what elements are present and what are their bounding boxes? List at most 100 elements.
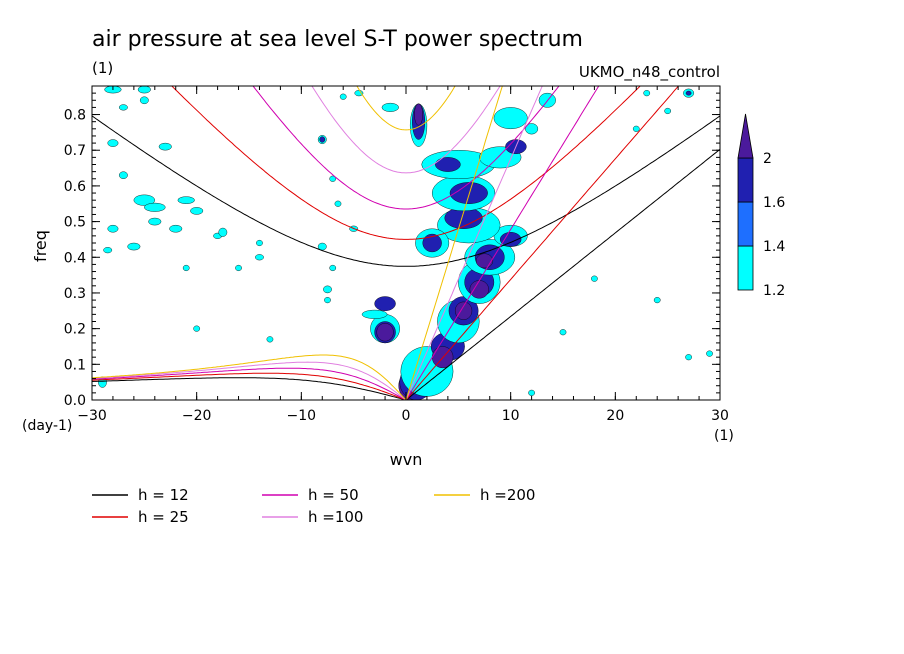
power-region bbox=[177, 196, 195, 204]
colorbar-label: 2 bbox=[763, 151, 772, 167]
power-region bbox=[361, 309, 388, 319]
x-tick-label: −30 bbox=[77, 408, 107, 424]
power-region bbox=[319, 136, 326, 143]
colorbar: 1.2 1.4 1.6 2 bbox=[737, 113, 785, 299]
power-region bbox=[435, 157, 461, 172]
y-tick-label: 0.8 bbox=[64, 108, 86, 124]
legend: h = 12 h = 25 h = 50 h =100 h =200 bbox=[92, 486, 535, 526]
power-region bbox=[133, 194, 156, 206]
y-axis-label: freq bbox=[31, 230, 50, 262]
colorbar-label: 1.6 bbox=[763, 195, 785, 211]
power-region bbox=[475, 253, 494, 269]
power-region bbox=[632, 125, 640, 132]
colorbar-label: 1.4 bbox=[763, 239, 785, 255]
power-region bbox=[158, 142, 172, 151]
legend-label: h = 12 bbox=[138, 486, 189, 504]
power-region bbox=[190, 207, 204, 215]
x-tick-label: −20 bbox=[182, 408, 212, 424]
power-region bbox=[182, 264, 190, 272]
dispersion-curve-gravity bbox=[92, 115, 720, 267]
power-region bbox=[148, 217, 162, 226]
y-tick-label: 0.0 bbox=[64, 393, 86, 409]
plot-content bbox=[92, 86, 720, 400]
dispersion-curve-kelvin bbox=[405, 86, 503, 400]
power-region bbox=[559, 329, 567, 336]
legend-label: h = 50 bbox=[308, 486, 359, 504]
dispersion-curve-rossby bbox=[92, 361, 407, 400]
power-region bbox=[235, 264, 242, 272]
power-region bbox=[218, 227, 228, 237]
power-region bbox=[139, 96, 149, 105]
power-region bbox=[119, 104, 128, 111]
power-contours bbox=[98, 86, 713, 400]
power-region bbox=[685, 90, 692, 96]
chart-title: air pressure at sea level S-T power spec… bbox=[92, 27, 583, 52]
power-region bbox=[193, 325, 201, 332]
dispersion-curve-kelvin bbox=[405, 148, 720, 400]
power-region bbox=[329, 175, 337, 182]
dispersion-curves bbox=[92, 86, 720, 400]
power-region bbox=[144, 202, 166, 212]
power-region bbox=[591, 275, 598, 282]
power-region bbox=[103, 247, 113, 254]
power-region bbox=[127, 242, 141, 251]
y-tick-label: 0.4 bbox=[64, 250, 86, 266]
power-region bbox=[329, 264, 337, 272]
power-region bbox=[376, 323, 394, 342]
colorbar-box bbox=[737, 201, 754, 247]
x-tick-label: −10 bbox=[287, 408, 317, 424]
x-tick-label: 0 bbox=[402, 408, 411, 424]
power-region bbox=[422, 233, 442, 253]
x-tick-labels: −30 −20 −10 0 10 20 30 bbox=[77, 408, 729, 424]
dispersion-curve-gravity bbox=[252, 86, 560, 210]
x-tick-label: 10 bbox=[502, 408, 520, 424]
y-units-label: (day-1) bbox=[22, 418, 72, 434]
power-region bbox=[323, 285, 332, 294]
axis-ticks bbox=[91, 86, 721, 401]
dispersion-curve-kelvin bbox=[405, 86, 600, 400]
power-region bbox=[499, 232, 522, 247]
model-label: UKMO_n48_control bbox=[579, 63, 720, 82]
power-region bbox=[137, 86, 151, 94]
power-region bbox=[653, 297, 661, 304]
power-region bbox=[381, 102, 399, 112]
power-region bbox=[256, 239, 263, 247]
dispersion-curve-rossby bbox=[92, 377, 408, 400]
power-region bbox=[449, 182, 488, 204]
x-axis-label: wvn bbox=[390, 450, 423, 469]
power-region bbox=[664, 107, 672, 115]
dispersion-curve-rossby bbox=[92, 367, 408, 400]
power-region bbox=[469, 280, 489, 299]
colorbar-box bbox=[737, 157, 754, 203]
power-region bbox=[107, 224, 119, 233]
power-region bbox=[334, 200, 342, 207]
y-tick-label: 0.6 bbox=[64, 179, 86, 195]
power-region bbox=[528, 389, 535, 396]
y-tick-labels: 0.0 0.1 0.2 0.3 0.4 0.5 0.6 0.7 0.8 bbox=[64, 108, 86, 409]
x-tick-label: 30 bbox=[711, 408, 729, 424]
power-region bbox=[107, 139, 119, 147]
power-region bbox=[414, 103, 423, 126]
power-region bbox=[706, 350, 713, 357]
plot-frame bbox=[91, 85, 721, 401]
y-tick-label: 0.3 bbox=[64, 286, 86, 302]
y-tick-label: 0.7 bbox=[64, 143, 86, 159]
power-region bbox=[266, 336, 274, 343]
x-tick-label: 20 bbox=[606, 408, 624, 424]
dispersion-curve-gravity bbox=[356, 86, 456, 131]
colorbar-cap bbox=[737, 113, 754, 159]
power-region bbox=[324, 297, 331, 304]
power-region bbox=[255, 254, 264, 261]
power-region bbox=[374, 296, 396, 311]
power-region bbox=[339, 93, 347, 100]
x-units-label: (1) bbox=[714, 428, 734, 444]
power-region bbox=[169, 224, 183, 233]
power-region bbox=[525, 123, 539, 135]
dispersion-curve-gravity bbox=[311, 86, 501, 174]
power-region bbox=[325, 86, 330, 87]
power-region bbox=[643, 90, 651, 97]
power-region bbox=[685, 354, 692, 361]
legend-label: h = 25 bbox=[138, 508, 189, 526]
y-tick-label: 0.2 bbox=[64, 322, 86, 338]
